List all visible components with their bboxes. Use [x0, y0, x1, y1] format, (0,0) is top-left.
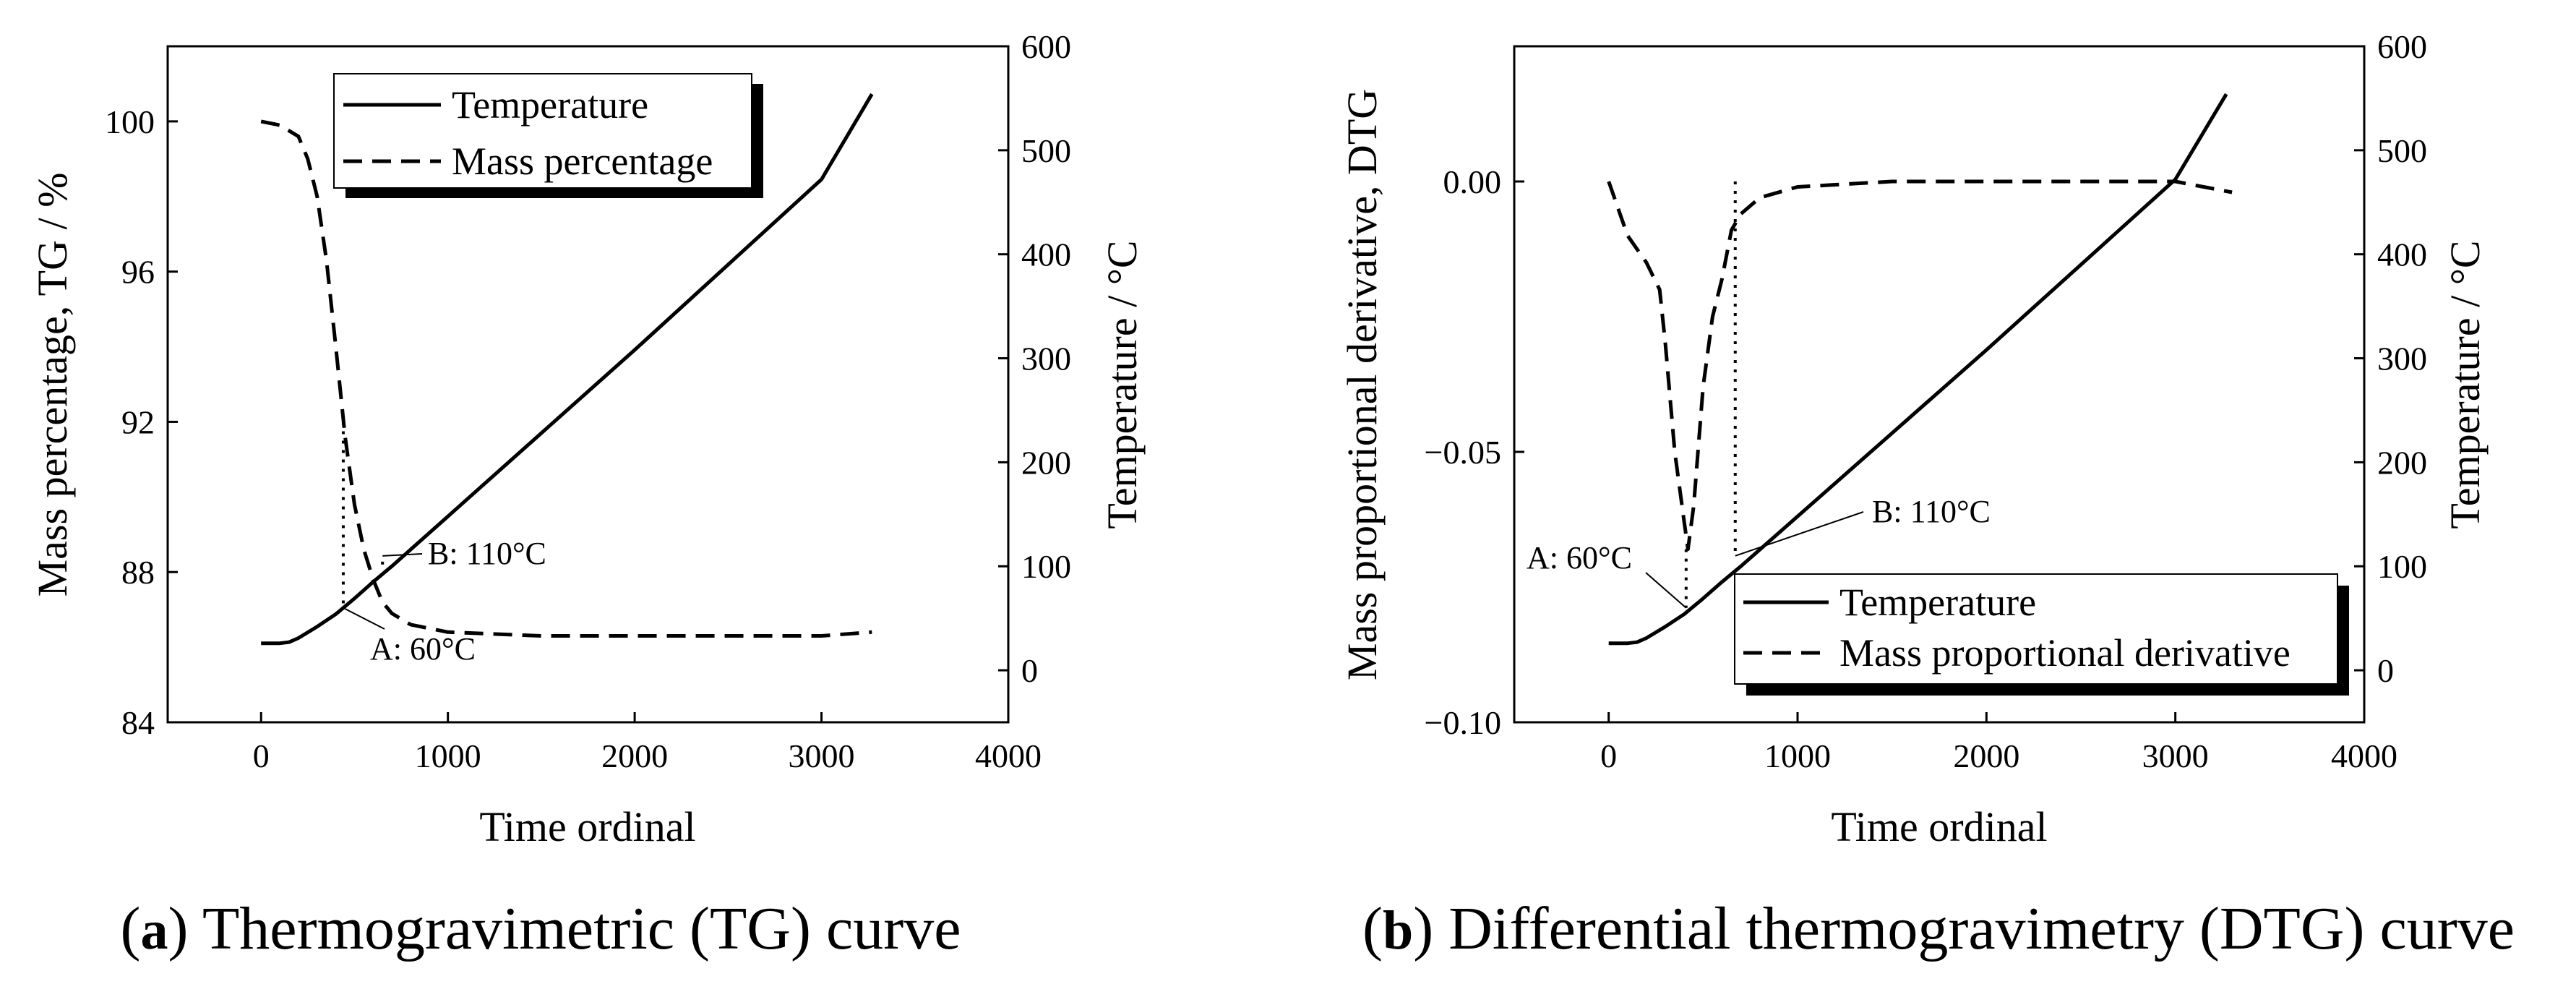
caption-a: (a) Thermogravimetric (TG) curve — [121, 895, 961, 962]
y-right-tick-label-b: 200 — [2377, 444, 2427, 481]
plot-frame-b — [1513, 45, 2366, 724]
temperature-line-b — [1608, 93, 2228, 646]
y-right-tick-label-b: 600 — [2377, 28, 2427, 65]
y-right-tick-label-b: 300 — [2377, 341, 2427, 377]
y-left-tick-label-a: 88 — [121, 554, 155, 591]
x-axis-label-b: Time ordinal — [1831, 803, 2047, 850]
x-tick-label-a: 2000 — [601, 737, 668, 774]
leader-a-60 — [343, 607, 385, 630]
leader-b-110 — [1735, 511, 1864, 557]
annotation-a-60: A: 60°C — [1527, 540, 1632, 576]
y-right-tick-label-b: 500 — [2377, 132, 2427, 169]
y-right-tick-label-a: 500 — [1021, 132, 1071, 169]
y-left-tick-label-a: 96 — [121, 254, 155, 291]
legend-b: Temperature Mass proportional derivative — [1734, 573, 2349, 696]
x-tick-label-b: 4000 — [2331, 737, 2397, 774]
y-left-tick-label-a: 84 — [121, 704, 155, 741]
x-tick-label-b: 1000 — [1764, 737, 1831, 774]
leader-b-110 — [382, 553, 423, 557]
x-tick-label-a: 1000 — [415, 737, 481, 774]
y-right-tick-label-a: 600 — [1021, 28, 1071, 65]
y-left-tick-label-a: 92 — [121, 403, 155, 440]
annotations-a: A: 60°C B: 110°C — [341, 422, 546, 667]
plot-frame-a — [166, 45, 1010, 724]
annotation-b-110: B: 110°C — [428, 536, 546, 571]
y-right-tick-label-b: 100 — [2377, 548, 2427, 585]
mass-line-a — [260, 119, 872, 638]
y-axis-label-left-a: Mass percentage, TG / % — [29, 173, 76, 597]
caption-b: (b) Differential thermogravimetry (DTG) … — [1362, 895, 2515, 962]
legend-a-item-mass: Mass percentage — [452, 140, 713, 183]
panel-b-background — [1287, 0, 2576, 984]
legend-b-box — [1734, 573, 2338, 685]
series-b — [1607, 93, 2233, 646]
y-left-tick-label-b: −0.05 — [1425, 434, 1501, 471]
x-tick-label-b: 3000 — [2142, 737, 2209, 774]
y-axis-label-right-a: Temperature / °C — [1099, 240, 1146, 529]
legend-b-item-derivative: Mass proportional derivative — [1839, 631, 2291, 675]
chart-panel-a: 0 1000 2000 3000 400084889296100010020030040… — [29, 28, 1146, 962]
series-a — [260, 93, 874, 646]
x-tick-label-a: 3000 — [789, 737, 855, 774]
y-right-tick-label-a: 400 — [1021, 236, 1071, 273]
legend-a: Temperature Mass percentage — [333, 73, 763, 198]
legend-a-item-temperature: Temperature — [452, 83, 648, 127]
x-tick-label-a: 4000 — [975, 737, 1042, 774]
y-axis-label-right-b: Temperature / °C — [2442, 240, 2489, 529]
y-left-tick-label-a: 100 — [105, 103, 155, 140]
legend-a-box — [333, 73, 752, 189]
leader-a-60 — [1645, 572, 1687, 609]
mass-line-b — [1607, 179, 2233, 552]
y-right-tick-label-a: 100 — [1021, 548, 1071, 585]
x-tick-label-a: 0 — [253, 737, 270, 774]
chart-panel-b: 0 1000 2000 3000 4000 −0.10 −0.05 0.00 0 100 200 30… — [1339, 28, 2515, 962]
ticks-a: 0 1000 2000 3000 400084889296100010020030040… — [105, 28, 1071, 774]
y-right-tick-label-a: 0 — [1021, 652, 1038, 689]
y-axis-label-left-b: Mass proportional derivative, DTG — [1339, 89, 1386, 680]
annotations-b: A: 60°C B: 110°C — [1527, 181, 1991, 609]
x-tick-label-b: 2000 — [1953, 737, 2019, 774]
y-right-tick-label-a: 300 — [1021, 341, 1071, 377]
x-axis-label-a: Time ordinal — [479, 803, 695, 850]
y-left-tick-label-b: −0.10 — [1425, 704, 1501, 741]
y-left-tick-label-b: 0.00 — [1443, 163, 1502, 200]
legend-b-item-temperature: Temperature — [1839, 581, 2036, 624]
x-tick-label-b: 0 — [1600, 737, 1617, 774]
annotation-a-60: A: 60°C — [370, 631, 476, 667]
y-right-tick-label-b: 400 — [2377, 236, 2427, 273]
annotation-b-110: B: 110°C — [1872, 494, 1991, 529]
y-right-tick-label-a: 200 — [1021, 444, 1071, 481]
y-right-tick-label-b: 0 — [2377, 652, 2394, 689]
ticks-b: 0 1000 2000 3000 4000 −0.10 −0.05 0.00 0 100 200 30… — [1425, 28, 2427, 774]
